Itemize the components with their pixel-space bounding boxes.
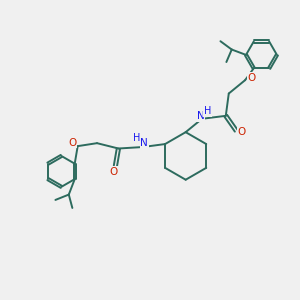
Text: H: H [204,106,211,116]
Text: O: O [68,138,76,148]
Text: N: N [197,111,204,122]
Text: N: N [140,139,148,148]
Text: H: H [133,133,140,143]
Text: O: O [110,167,118,177]
Text: O: O [248,73,256,83]
Text: O: O [237,127,246,137]
